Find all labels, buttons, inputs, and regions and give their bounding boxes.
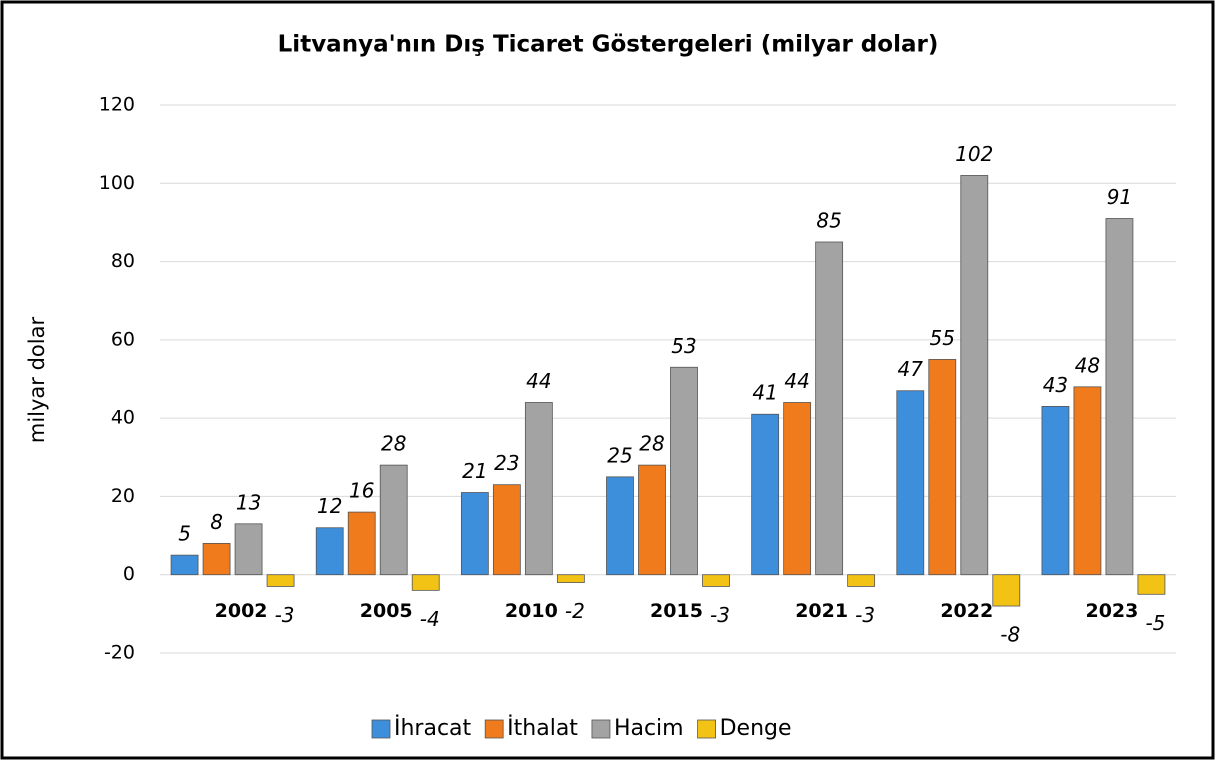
value-label: 44	[784, 369, 809, 393]
value-label: 85	[816, 209, 841, 233]
y-tick-label: 120	[99, 94, 135, 116]
value-label: 23	[494, 451, 519, 475]
bar	[266, 574, 295, 587]
legend-label: İthalat	[507, 715, 578, 741]
x-tick-label: 2023	[1085, 600, 1138, 622]
legend-label: İhracat	[394, 715, 472, 741]
bar	[638, 464, 666, 576]
value-label: 13	[236, 490, 261, 514]
bar	[411, 574, 440, 591]
x-tick-label: 2005	[360, 600, 413, 622]
legend-label: Hacim	[614, 716, 684, 741]
x-tick-label: 2002	[215, 600, 268, 622]
bar	[492, 484, 521, 576]
value-label: 91	[1107, 185, 1132, 209]
value-label: -3	[855, 603, 875, 627]
x-tick-label: 2010	[505, 600, 558, 622]
bar	[556, 574, 585, 583]
x-tick-label: 2022	[940, 600, 993, 622]
value-label: 28	[639, 432, 664, 456]
bar	[847, 574, 876, 587]
y-tick-label: -20	[104, 642, 135, 664]
value-label: 48	[1075, 353, 1100, 377]
bar	[702, 574, 730, 587]
value-label: -3	[710, 603, 730, 627]
legend-swatch	[371, 719, 391, 739]
value-label: 55	[930, 326, 955, 350]
bar	[234, 523, 263, 576]
x-tick-label: 2021	[795, 600, 848, 622]
bar	[1105, 218, 1134, 576]
bar	[1073, 386, 1102, 576]
bar	[815, 241, 844, 576]
bar	[751, 413, 780, 576]
bar	[347, 511, 376, 576]
bar	[992, 574, 1021, 607]
bar	[896, 390, 925, 576]
value-label: 8	[210, 510, 223, 534]
bar	[170, 554, 199, 576]
bar	[524, 402, 553, 576]
value-label: 43	[1043, 373, 1068, 397]
value-label: 25	[607, 443, 632, 467]
value-label: 47	[898, 357, 924, 381]
bar	[202, 543, 231, 576]
legend-swatch	[591, 719, 611, 739]
bar	[783, 402, 812, 576]
legend-swatch	[484, 719, 504, 739]
value-label: -2	[565, 599, 585, 623]
y-tick-label: 80	[111, 250, 135, 272]
y-tick-label: 20	[111, 485, 135, 507]
value-label: -8	[1000, 623, 1020, 647]
value-label: 102	[955, 142, 993, 166]
bar	[606, 476, 634, 576]
bar	[928, 359, 957, 576]
value-label: 44	[526, 369, 551, 393]
y-tick-label: 0	[123, 563, 135, 585]
y-tick-label: 100	[99, 172, 135, 194]
bar	[670, 366, 698, 576]
legend-label: Denge	[720, 716, 792, 741]
y-tick-label: 40	[111, 407, 135, 429]
y-tick-label: 60	[111, 328, 135, 350]
x-tick-label: 2015	[650, 600, 703, 622]
bar	[460, 492, 489, 576]
value-label: 12	[317, 494, 342, 518]
y-axis-label: milyar dolar	[25, 317, 49, 444]
value-label: 28	[381, 432, 406, 456]
value-label: 5	[178, 522, 191, 546]
chart-title: Litvanya'nın Dış Ticaret Göstergeleri (m…	[278, 32, 939, 58]
bar	[315, 527, 344, 576]
value-label: 16	[349, 479, 374, 503]
bar	[1041, 405, 1070, 576]
bar	[379, 464, 408, 576]
value-label: 53	[671, 334, 696, 358]
value-label: -3	[275, 603, 295, 627]
value-label: -4	[420, 607, 440, 631]
bar	[960, 175, 989, 576]
legend-swatch	[697, 719, 717, 739]
value-label: -5	[1145, 611, 1165, 635]
bar	[1137, 574, 1166, 595]
value-label: 21	[462, 459, 487, 483]
value-label: 41	[752, 381, 777, 405]
